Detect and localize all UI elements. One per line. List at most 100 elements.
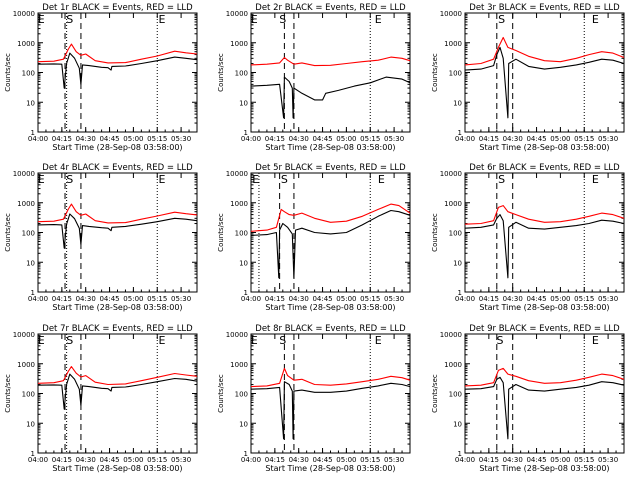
event-marker-s: S xyxy=(279,13,286,26)
panel-title: Det 4r BLACK = Events, RED = LLD xyxy=(42,163,193,173)
event-marker-s: S xyxy=(66,13,73,26)
y-tick-label: 1000 xyxy=(230,40,248,48)
y-tick-label: 100 xyxy=(22,70,35,78)
panel-title: Det 3r BLACK = Events, RED = LLD xyxy=(469,3,620,13)
y-tick-label: 10000 xyxy=(440,10,462,18)
series-line-black xyxy=(250,209,411,279)
x-tick-label: 04:00 xyxy=(241,456,261,464)
x-axis-label: Start Time (28-Sep-08 03:58:00) xyxy=(479,143,609,152)
y-tick-label: 10 xyxy=(26,99,35,107)
y-tick-label: 10000 xyxy=(13,170,35,178)
y-axis-label: Counts/sec xyxy=(431,374,439,413)
series-line-black xyxy=(37,52,198,89)
y-tick-label: 1 xyxy=(458,450,462,458)
y-tick-label: 1000 xyxy=(444,200,462,208)
x-tick-label: 04:00 xyxy=(455,295,475,303)
event-marker-s: S xyxy=(498,173,505,186)
plot-frame xyxy=(37,12,198,133)
x-tick-label: 05:15 xyxy=(360,295,380,303)
x-tick-label: 05:30 xyxy=(598,135,618,143)
event-marker-e: E xyxy=(38,13,45,26)
event-marker-e: E xyxy=(159,334,166,347)
x-tick-label: 04:30 xyxy=(503,295,523,303)
y-tick-label: 100 xyxy=(235,230,248,238)
x-tick-label: 05:15 xyxy=(574,295,594,303)
series-line-black xyxy=(250,381,411,440)
y-tick-label: 100 xyxy=(449,70,462,78)
event-marker-e: E xyxy=(38,334,45,347)
y-tick-label: 10 xyxy=(239,259,248,267)
plot-frame xyxy=(464,172,625,293)
x-tick-label: 05:00 xyxy=(550,295,570,303)
y-tick-label: 1000 xyxy=(444,361,462,369)
x-tick-label: 04:30 xyxy=(76,295,96,303)
y-axis-label: Counts/sec xyxy=(4,53,12,92)
series-line-black xyxy=(37,213,198,249)
x-tick-label: 04:45 xyxy=(526,456,546,464)
series-line-red xyxy=(250,203,411,232)
y-tick-label: 1000 xyxy=(230,200,248,208)
x-tick-label: 04:15 xyxy=(479,295,499,303)
y-tick-label: 1 xyxy=(458,289,462,297)
x-tick-label: 04:00 xyxy=(241,135,261,143)
x-axis-label: Start Time (28-Sep-08 03:58:00) xyxy=(479,303,609,312)
x-tick-label: 04:00 xyxy=(28,295,48,303)
event-marker-e: E xyxy=(378,173,385,186)
y-axis-label: Counts/sec xyxy=(4,374,12,413)
x-tick-label: 05:30 xyxy=(384,456,404,464)
plot-frame xyxy=(464,333,625,454)
series-line-black xyxy=(250,76,411,119)
y-tick-label: 100 xyxy=(22,230,35,238)
y-tick-label: 10 xyxy=(239,99,248,107)
x-tick-label: 05:15 xyxy=(360,456,380,464)
x-tick-label: 05:15 xyxy=(147,456,167,464)
event-marker-s: S xyxy=(498,13,505,26)
panel-title: Det 7r BLACK = Events, RED = LLD xyxy=(42,324,193,334)
y-axis-label: Counts/sec xyxy=(431,53,439,92)
series-line-black xyxy=(37,373,198,410)
plot-frame xyxy=(37,172,198,293)
y-tick-label: 1 xyxy=(244,129,248,137)
y-axis-label: Counts/sec xyxy=(217,53,225,92)
y-tick-label: 10 xyxy=(453,259,462,267)
x-tick-label: 04:45 xyxy=(526,295,546,303)
y-tick-label: 1 xyxy=(31,289,35,297)
x-tick-label: 04:00 xyxy=(455,456,475,464)
x-tick-label: 04:30 xyxy=(289,295,309,303)
series-line-red xyxy=(464,36,625,66)
event-marker-e: E xyxy=(592,334,599,347)
x-tick-label: 04:15 xyxy=(52,295,72,303)
y-tick-label: 100 xyxy=(22,391,35,399)
y-tick-label: 10 xyxy=(453,420,462,428)
plot-frame xyxy=(250,12,411,133)
x-tick-label: 05:15 xyxy=(147,135,167,143)
x-tick-label: 04:30 xyxy=(76,135,96,143)
x-tick-label: 04:30 xyxy=(76,456,96,464)
event-marker-e: E xyxy=(375,334,382,347)
x-tick-label: 05:15 xyxy=(360,135,380,143)
panel-title: Det 5r BLACK = Events, RED = LLD xyxy=(255,163,406,173)
x-tick-label: 04:30 xyxy=(503,135,523,143)
x-tick-label: 04:45 xyxy=(312,456,332,464)
y-tick-label: 1 xyxy=(458,129,462,137)
panel-title: Det 8r BLACK = Events, RED = LLD xyxy=(255,324,406,334)
series-line-black xyxy=(464,376,625,440)
x-tick-label: 04:30 xyxy=(503,456,523,464)
y-tick-label: 1 xyxy=(244,289,248,297)
x-tick-label: 05:30 xyxy=(384,135,404,143)
x-tick-label: 04:45 xyxy=(99,135,119,143)
y-tick-label: 1000 xyxy=(444,40,462,48)
x-tick-label: 04:45 xyxy=(312,295,332,303)
x-tick-label: 04:45 xyxy=(526,135,546,143)
y-tick-label: 1 xyxy=(244,450,248,458)
x-tick-label: 05:00 xyxy=(123,295,143,303)
x-tick-label: 05:00 xyxy=(550,135,570,143)
event-marker-s: S xyxy=(279,334,286,347)
y-axis-label: Counts/sec xyxy=(217,213,225,252)
x-tick-label: 05:30 xyxy=(171,295,191,303)
series-line-black xyxy=(464,46,625,119)
